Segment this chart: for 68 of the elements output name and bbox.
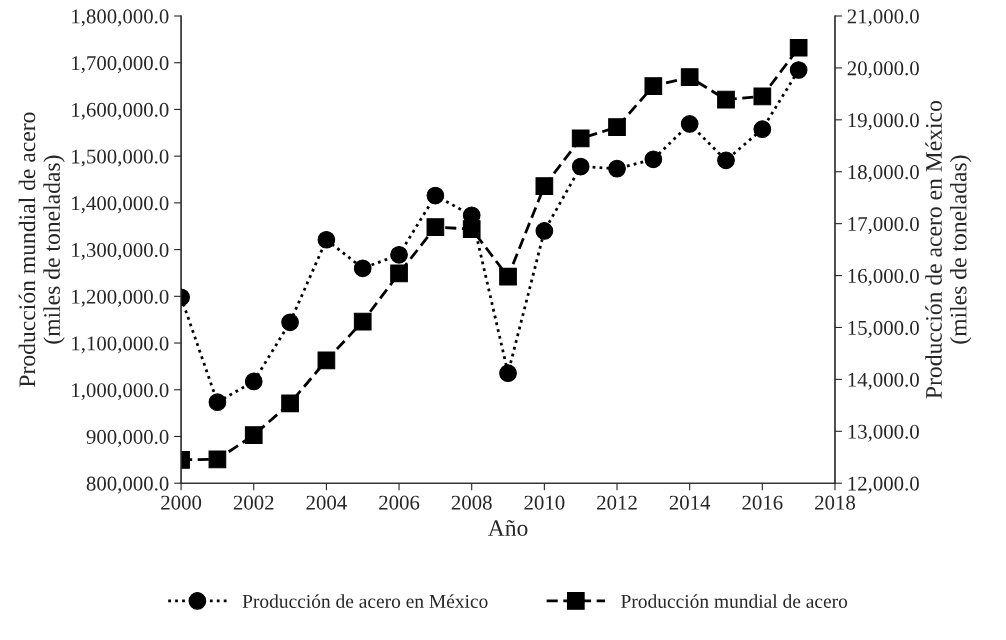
- point: [644, 150, 663, 169]
- y2-tick-label: 13,000.0: [848, 424, 919, 442]
- point: [608, 118, 626, 137]
- point: [680, 115, 699, 133]
- y2-tick-label: 17,000.0: [848, 217, 919, 235]
- point: [244, 426, 263, 444]
- y2-tick-label: 18,000.0: [848, 165, 919, 183]
- x-tick-label: 2014: [669, 495, 711, 510]
- y-tick-label: 1,300,000.0: [72, 242, 169, 261]
- x-tick-label: 2006: [379, 495, 420, 510]
- point: [753, 120, 772, 139]
- y-axis-title: Producción mundial de acero (miles de toneladas): [18, 112, 65, 387]
- y-tick-label: 1,700,000.0: [72, 56, 169, 74]
- point: [208, 450, 227, 469]
- y-tick-label: 1,600,000.0: [72, 102, 169, 120]
- y2-tick-label: 21,000.0: [847, 9, 919, 27]
- point: [208, 393, 227, 412]
- point: [317, 351, 336, 370]
- y-tick-label: 1,000,000.0: [72, 383, 169, 401]
- point: [680, 68, 699, 87]
- x-tick-label: 2010: [524, 495, 565, 510]
- y2-tick-label: 19,000.0: [848, 113, 919, 131]
- point: [353, 312, 372, 331]
- point: [390, 245, 408, 264]
- legend-label: Producción de acero en México: [242, 594, 488, 608]
- y-tick-label: 800,000.0: [86, 476, 169, 494]
- x-tick-label: 2016: [742, 495, 783, 510]
- point: [535, 177, 554, 195]
- legend-label: Producción mundial de acero: [621, 594, 848, 608]
- point: [571, 129, 590, 148]
- point: [789, 61, 808, 79]
- y-tick-label: 900,000.0: [86, 429, 169, 447]
- point: [608, 159, 626, 178]
- y-tick-label: 1,100,000.0: [72, 336, 169, 354]
- y2-tick-label: 14,000.0: [848, 372, 919, 390]
- point: [499, 364, 517, 382]
- y2-tick-label: 15,000.0: [848, 320, 919, 338]
- y2-axis-title: Producción de acero en México (miles de toneladas): [925, 101, 972, 399]
- point: [390, 264, 408, 283]
- point: [353, 259, 372, 278]
- y2-tick-label: 12,000.0: [848, 476, 919, 494]
- y-tick-label: 1,800,000.0: [72, 9, 169, 27]
- y2-tick-label: 20,000.0: [847, 61, 919, 79]
- x-tick-label: 2012: [597, 495, 637, 510]
- point: [426, 186, 445, 205]
- point: [317, 230, 336, 249]
- x-tick-label: 2000: [161, 495, 202, 510]
- x-tick-label: 2004: [306, 495, 347, 510]
- point: [644, 77, 663, 95]
- point: [281, 313, 299, 332]
- point: [281, 394, 299, 413]
- point: [244, 372, 263, 391]
- point: [717, 90, 735, 109]
- point: [717, 151, 735, 170]
- x-tick-label: 2008: [451, 495, 492, 510]
- y-tick-label: 1,400,000.0: [72, 196, 169, 214]
- point: [753, 87, 772, 106]
- x-tick-label: 2018: [815, 495, 856, 510]
- point: [789, 38, 808, 57]
- point: [571, 157, 590, 176]
- y2-tick-label: 16,000.0: [848, 268, 919, 286]
- y-tick-label: 1,500,000.0: [72, 149, 169, 167]
- x-tick-label: 2002: [233, 495, 274, 510]
- y-tick-label: 1,200,000.0: [72, 289, 169, 307]
- x-axis-title: Año: [487, 519, 528, 537]
- point: [535, 222, 554, 240]
- point: [426, 218, 445, 237]
- point: [499, 267, 517, 286]
